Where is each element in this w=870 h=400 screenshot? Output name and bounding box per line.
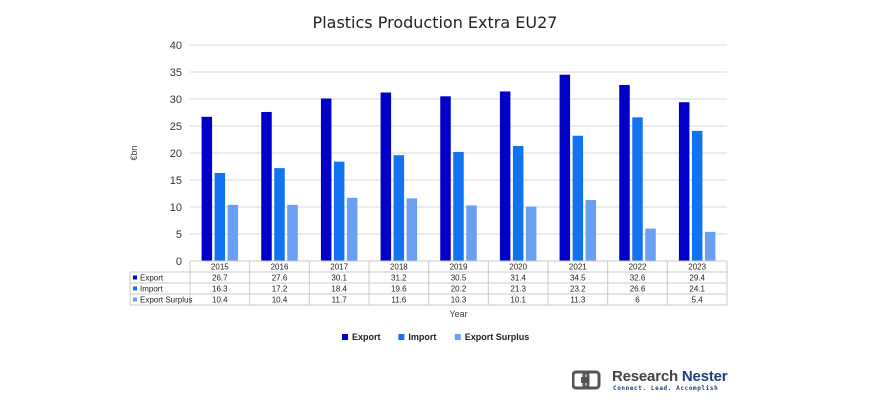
bar-import <box>512 145 524 261</box>
y-tick-label: 20 <box>170 148 182 160</box>
x-tick-label: 2018 <box>390 263 408 272</box>
bar-export <box>440 96 451 261</box>
legend-label: Export Surplus <box>465 332 530 342</box>
x-tick-label: 2023 <box>688 263 706 272</box>
x-tick-label: 2016 <box>271 263 289 272</box>
table-legend-key <box>133 297 137 302</box>
chart-title: Plastics Production Extra EU27 <box>313 13 558 32</box>
data-label: 18.4 <box>331 285 347 294</box>
bar-export-surplus <box>525 206 537 261</box>
table-series-label: Export <box>140 274 164 283</box>
y-tick-label: 15 <box>170 175 182 187</box>
x-tick-label: 2019 <box>450 263 468 272</box>
legend-swatch <box>342 334 348 340</box>
table-legend-key <box>133 275 137 280</box>
research-nester-logo-icon <box>572 370 601 390</box>
bar-export <box>261 111 272 262</box>
x-tick-label: 2021 <box>569 263 587 272</box>
data-label: 32.6 <box>630 274 646 283</box>
brand-tagline: Connect. Lead. Accomplish <box>613 385 719 392</box>
bar-import <box>393 155 405 261</box>
data-label: 31.2 <box>391 274 407 283</box>
data-label: 10.4 <box>272 296 288 305</box>
bar-export <box>499 91 511 261</box>
bar-export <box>559 74 571 261</box>
data-label: 6 <box>635 296 640 305</box>
legend-swatch <box>454 334 461 340</box>
data-label: 10.4 <box>212 296 228 305</box>
data-label: 31.4 <box>510 274 526 283</box>
x-tick-label: 2020 <box>509 263 527 272</box>
bar-export-surplus <box>645 228 656 261</box>
bar-import <box>453 151 464 261</box>
data-label: 10.3 <box>451 296 467 305</box>
data-label: 17.2 <box>272 285 288 294</box>
y-tick-label: 40 <box>170 40 182 52</box>
bar-export-surplus <box>406 198 418 261</box>
legend-swatch <box>398 334 405 340</box>
data-label: 16.3 <box>212 285 228 294</box>
bar-export-surplus <box>227 204 239 261</box>
data-label: 27.6 <box>272 274 288 283</box>
data-label: 23.2 <box>570 285 586 294</box>
data-label: 30.5 <box>451 274 467 283</box>
data-label: 5.4 <box>692 296 704 305</box>
data-label: 29.4 <box>689 274 705 283</box>
data-label: 24.1 <box>689 285 705 294</box>
y-tick-label: 30 <box>170 94 182 106</box>
data-label: 11.3 <box>570 296 586 305</box>
bar-export-surplus <box>704 231 716 261</box>
data-label: 11.6 <box>391 296 407 305</box>
bar-export <box>201 116 213 261</box>
table-legend-key <box>133 286 137 291</box>
brand-name-part1: Research <box>612 368 678 385</box>
data-label: 21.3 <box>510 285 526 294</box>
legend-label: Import <box>408 332 436 342</box>
bar-export-surplus <box>466 205 477 261</box>
bar-export-surplus <box>346 197 358 261</box>
bar-import <box>691 130 703 261</box>
bar-import <box>274 168 285 261</box>
y-axis-title: €bn <box>129 145 139 160</box>
bar-import <box>333 161 345 261</box>
data-label: 26.7 <box>212 274 228 283</box>
bar-export <box>678 102 690 262</box>
x-axis-title: Year <box>449 309 467 319</box>
x-tick-label: 2015 <box>211 263 229 272</box>
y-tick-label: 25 <box>170 121 182 133</box>
bar-export-surplus <box>287 204 298 261</box>
legend-label: Export <box>352 332 381 342</box>
x-tick-label: 2017 <box>330 263 348 272</box>
data-label: 30.1 <box>331 274 347 283</box>
brand-name: Research Nester <box>612 368 728 385</box>
y-tick-label: 35 <box>170 67 182 79</box>
bar-export <box>380 92 392 262</box>
y-tick-label: 5 <box>176 229 182 241</box>
data-label: 11.7 <box>332 296 348 305</box>
bar-import <box>214 172 226 261</box>
data-label: 10.1 <box>510 296 526 305</box>
data-label: 34.5 <box>570 274 586 283</box>
table-series-label: Import <box>140 285 163 294</box>
bar-import <box>632 117 643 261</box>
data-label: 20.2 <box>451 285 467 294</box>
bar-export-surplus <box>585 199 597 261</box>
y-tick-label: 10 <box>170 202 182 214</box>
brand-name-part2: Nester <box>677 368 728 385</box>
table-series-label: Export Surplus <box>140 296 192 305</box>
x-tick-label: 2022 <box>629 263 647 272</box>
brand: Research Nester Connect. Lead. Accomplis… <box>572 368 732 394</box>
bar-import <box>572 135 584 261</box>
y-tick-label: 0 <box>176 256 182 268</box>
data-label: 19.6 <box>391 285 407 294</box>
bar-export <box>619 84 630 262</box>
bar-export <box>320 98 332 262</box>
data-label: 26.6 <box>630 285 646 294</box>
